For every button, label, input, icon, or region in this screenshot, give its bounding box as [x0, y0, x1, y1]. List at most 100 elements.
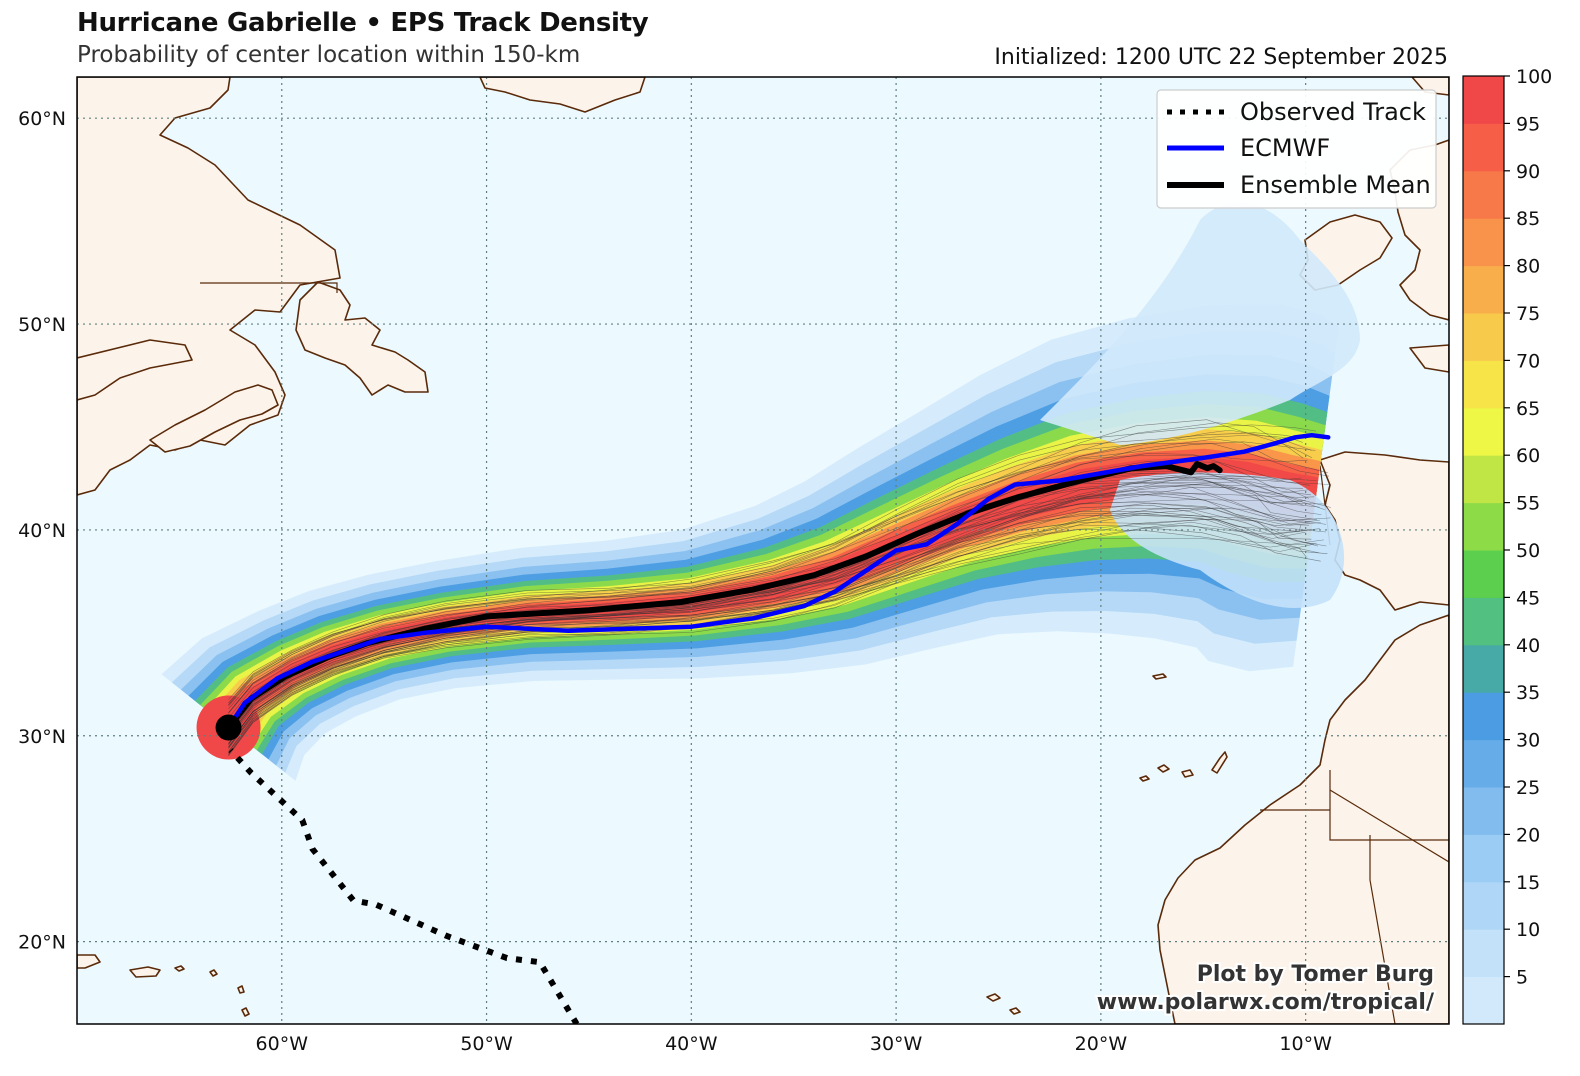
land-lesser-antilles-3: [237, 985, 245, 994]
ensemble-member-track: [228, 434, 1303, 706]
land-newfoundland: [295, 281, 429, 396]
colorbar-tick-label: 90: [1516, 161, 1540, 183]
colorbar-tick-label: 50: [1516, 540, 1540, 562]
ensemble-member-track: [228, 494, 1321, 740]
lat-tick-label: 50°N: [18, 314, 66, 336]
credit-author: Plot by Tomer Burg: [1197, 962, 1434, 987]
page-subtitle: Probability of center location within 15…: [77, 42, 581, 68]
lon-tick-label: 50°W: [460, 1033, 513, 1055]
colorbar: [1463, 76, 1504, 1025]
land-canary-1: [1157, 764, 1170, 773]
colorbar-tick-label: 80: [1516, 256, 1540, 278]
ensemble-member-track: [228, 538, 1317, 756]
initialized-time: Initialized: 1200 UTC 22 September 2025: [994, 45, 1448, 70]
lat-tick-label: 60°N: [18, 108, 66, 130]
gridlines: [77, 77, 1449, 1024]
land-capeverde-2: [1009, 1007, 1021, 1015]
ensemble-member-track: [228, 441, 1316, 710]
ensemble-member-track: [228, 453, 1311, 719]
ensemble-member-track: [228, 490, 1310, 739]
legend-label-observed: Observed Track: [1240, 98, 1426, 126]
colorbar-tick-label: 30: [1516, 730, 1540, 752]
colorbar-tick-label: 55: [1516, 493, 1540, 515]
ecmwf-track: [226, 432, 1331, 730]
colorbar-tick-label: 20: [1516, 824, 1540, 846]
colorbar-segment: [1463, 787, 1504, 835]
colorbar-segment: [1463, 597, 1504, 646]
observed-track: [228, 748, 580, 1024]
colorbar-segment: [1463, 644, 1504, 693]
colorbar-segment: [1463, 123, 1504, 172]
lon-tick-label: 20°W: [1075, 1033, 1128, 1055]
ensemble-member-track: [228, 490, 1331, 737]
land-canada: [77, 77, 341, 496]
land-canary-2: [1181, 769, 1194, 778]
ensemble-member-track: [228, 477, 1329, 727]
colorbar-tick-label: 70: [1516, 350, 1540, 372]
colorbar-tick-label: 25: [1516, 777, 1540, 799]
colorbar-tick-label: 95: [1516, 113, 1540, 135]
land-lesser-antilles-2: [209, 969, 218, 977]
colorbar-segment: [1463, 692, 1504, 741]
legend-label-ecmwf: ECMWF: [1240, 134, 1330, 162]
latitude-labels: 60°N 50°N 40°N 30°N 20°N: [18, 108, 66, 953]
land-lesser-antilles-4: [241, 1007, 250, 1017]
credit-url: www.polarwx.com/tropical/: [1097, 990, 1435, 1015]
legend-label-mean: Ensemble Mean: [1240, 171, 1431, 199]
ensemble-member-track: [228, 438, 1328, 713]
land-africa: [1157, 614, 1449, 1024]
land-nova-scotia: [149, 384, 279, 453]
ensemble-member-track: [228, 419, 1313, 704]
colorbar-tick-label: 75: [1516, 303, 1540, 325]
land-france: [1409, 344, 1449, 373]
colorbar-segment: [1463, 360, 1504, 409]
colorbar-tick-label: 40: [1516, 635, 1540, 657]
ensemble-member-track: [228, 481, 1318, 735]
ensemble-member-track: [228, 514, 1312, 744]
ensemble-member-track: [228, 499, 1328, 737]
map-frame: [76, 76, 1450, 1025]
ensemble-member-track: [228, 502, 1312, 745]
land-capeverde-1: [986, 993, 1001, 1002]
colorbar-segment: [1463, 881, 1504, 930]
land-greenland: [479, 77, 646, 113]
colorbar-tick-label: 100: [1516, 66, 1552, 88]
land-puerto-rico: [129, 966, 161, 978]
colorbar-tick-label: 60: [1516, 445, 1540, 467]
colorbar-segment: [1463, 265, 1504, 314]
colorbar-segment: [1463, 455, 1504, 504]
colorbar-segment: [1463, 834, 1504, 883]
colorbar-segment: [1463, 170, 1504, 219]
colorbar-segment: [1463, 550, 1504, 598]
land-lesser-antilles-1: [174, 965, 185, 972]
colorbar-segment: [1463, 76, 1504, 124]
colorbar-labels: 5 10 15 20 25 30 35 40 45 50 55 60 65 70 75 80 85 90 95 100: [1504, 66, 1552, 989]
land-hispaniola: [77, 954, 101, 969]
colorbar-segment: [1463, 313, 1504, 361]
lat-tick-label: 20°N: [18, 932, 66, 954]
colorbar-tick-label: 35: [1516, 682, 1540, 704]
colorbar-segment: [1463, 739, 1504, 788]
page-title: Hurricane Gabrielle • EPS Track Density: [77, 8, 649, 38]
ensemble-member-track: [228, 424, 1317, 700]
colorbar-segment: [1463, 218, 1504, 267]
colorbar-tick-label: 45: [1516, 587, 1540, 609]
ensemble-member-track: [228, 507, 1327, 744]
initial-position-marker: [215, 714, 242, 741]
legend-box: [1156, 89, 1437, 209]
land-areas: [77, 77, 1449, 1024]
colorbar-tick-label: 85: [1516, 208, 1540, 230]
land-iceland: [1411, 77, 1449, 96]
lon-tick-label: 10°W: [1279, 1033, 1332, 1055]
colorbar-tick-label: 5: [1516, 967, 1528, 989]
lat-tick-label: 40°N: [18, 520, 66, 542]
land-canary-4: [1139, 775, 1150, 782]
lon-tick-label: 30°W: [870, 1033, 923, 1055]
longitude-labels: 60°W 50°W 40°W 30°W 20°W 10°W: [256, 1033, 1333, 1055]
colorbar-tick-label: 10: [1516, 919, 1540, 941]
land-canary-3: [1211, 751, 1228, 774]
colorbar-segment: [1463, 502, 1504, 551]
colorbar-segment: [1463, 976, 1504, 1025]
lat-tick-label: 30°N: [18, 726, 66, 748]
